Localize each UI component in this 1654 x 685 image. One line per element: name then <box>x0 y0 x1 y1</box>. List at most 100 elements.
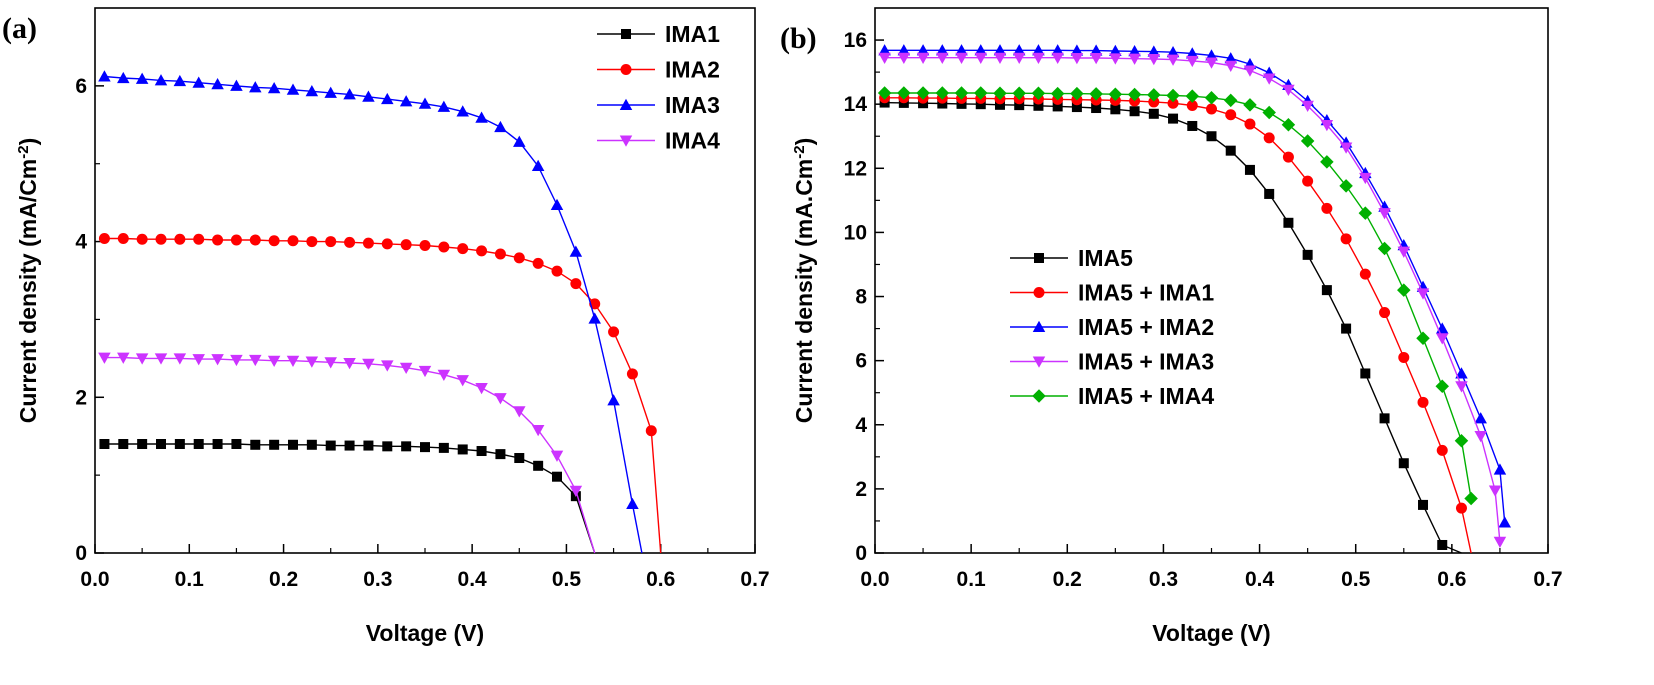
legend-entry: IMA5 + IMA2 <box>1010 314 1214 340</box>
legend-label: IMA4 <box>665 128 720 154</box>
data-point <box>418 365 432 378</box>
data-point <box>1032 52 1045 64</box>
data-point <box>193 439 204 449</box>
data-point <box>382 441 393 452</box>
data-point <box>1397 283 1411 297</box>
y-tick-label: 2 <box>855 478 867 501</box>
data-point <box>1089 53 1103 65</box>
data-point <box>1206 131 1217 142</box>
data-point <box>324 357 337 369</box>
data-point <box>514 453 525 464</box>
data-point <box>495 449 506 460</box>
data-point <box>401 441 412 452</box>
data-point <box>98 352 111 364</box>
data-point <box>324 86 337 98</box>
data-point <box>1464 491 1478 506</box>
series-ima5-plus-ima3 <box>878 52 1507 549</box>
data-point <box>550 450 564 462</box>
data-point <box>877 86 892 100</box>
data-point <box>897 52 911 64</box>
data-point <box>135 72 149 84</box>
data-point <box>343 88 356 100</box>
data-point <box>1360 368 1371 379</box>
series-ima5-plus-ima4 <box>877 86 1478 506</box>
data-point <box>1455 367 1468 379</box>
data-point <box>994 99 1005 110</box>
data-point <box>1204 91 1219 105</box>
data-point <box>211 354 224 366</box>
data-point <box>288 439 298 450</box>
legend-entry: IMA5 <box>1010 245 1133 271</box>
legend-label: IMA1 <box>665 21 720 47</box>
data-point <box>1109 53 1122 65</box>
data-point <box>1320 155 1334 169</box>
data-point <box>1167 97 1179 109</box>
data-point <box>1225 145 1236 156</box>
panel-b-chart: 0.0 0.1 0.2 0.3 0.4 0.5 0.6 0.7 0 2 4 6 8 10 12 14 16 Vol… <box>780 7 1563 646</box>
data-point <box>588 312 601 324</box>
series-line <box>884 57 1501 542</box>
data-point <box>1205 57 1218 69</box>
data-point <box>1012 86 1026 101</box>
data-point <box>1416 331 1430 345</box>
y-tick-label: 4 <box>855 414 867 437</box>
data-point <box>192 76 205 88</box>
data-point <box>1089 87 1103 101</box>
y-axis-title: Current density (mA/Cm-2) <box>15 138 42 424</box>
data-point <box>1070 53 1084 65</box>
data-point <box>1225 109 1237 121</box>
y-tick-label: 6 <box>75 75 87 98</box>
y-tick-label: 4 <box>75 231 87 254</box>
data-point <box>1224 52 1237 64</box>
data-point <box>1321 285 1332 296</box>
data-point <box>1033 100 1044 111</box>
data-point <box>269 439 280 450</box>
data-point <box>1166 54 1180 66</box>
data-point <box>551 265 563 277</box>
series-line <box>884 49 1506 523</box>
data-point <box>1148 96 1160 108</box>
data-point <box>476 446 487 457</box>
data-point <box>1493 536 1507 549</box>
data-point <box>192 354 205 366</box>
data-point <box>1359 172 1372 185</box>
data-point <box>438 442 449 453</box>
data-point <box>607 394 620 406</box>
data-point <box>1185 89 1200 103</box>
data-point <box>1301 100 1314 113</box>
x-tick-label: 0.2 <box>1053 568 1082 591</box>
data-point <box>305 356 319 368</box>
data-point <box>286 355 300 367</box>
data-point <box>1283 217 1294 228</box>
data-point <box>1435 379 1449 394</box>
data-point <box>306 236 318 248</box>
data-point <box>935 86 950 100</box>
series-ima1 <box>99 439 596 554</box>
y-tick-label: 0 <box>855 542 867 565</box>
data-point <box>626 368 638 380</box>
data-point <box>457 444 468 455</box>
data-point <box>1436 444 1448 456</box>
data-point <box>993 44 1007 56</box>
data-point <box>550 198 564 210</box>
data-point <box>456 375 469 387</box>
data-point <box>212 234 224 246</box>
data-point <box>230 79 243 91</box>
plot-frame <box>94 7 756 554</box>
y-tick-label: 8 <box>855 286 867 309</box>
data-point <box>1128 53 1141 65</box>
data-point <box>1339 179 1353 193</box>
legend-marker <box>620 64 632 75</box>
data-point <box>457 243 469 255</box>
data-point <box>1437 539 1448 550</box>
data-point <box>1128 45 1141 57</box>
data-point <box>936 44 949 56</box>
data-point <box>1012 44 1026 56</box>
legend-marker <box>1034 253 1044 263</box>
data-point <box>211 78 224 90</box>
data-point <box>117 71 130 84</box>
data-point <box>98 70 111 82</box>
data-point <box>531 159 545 172</box>
data-point <box>1397 246 1411 258</box>
